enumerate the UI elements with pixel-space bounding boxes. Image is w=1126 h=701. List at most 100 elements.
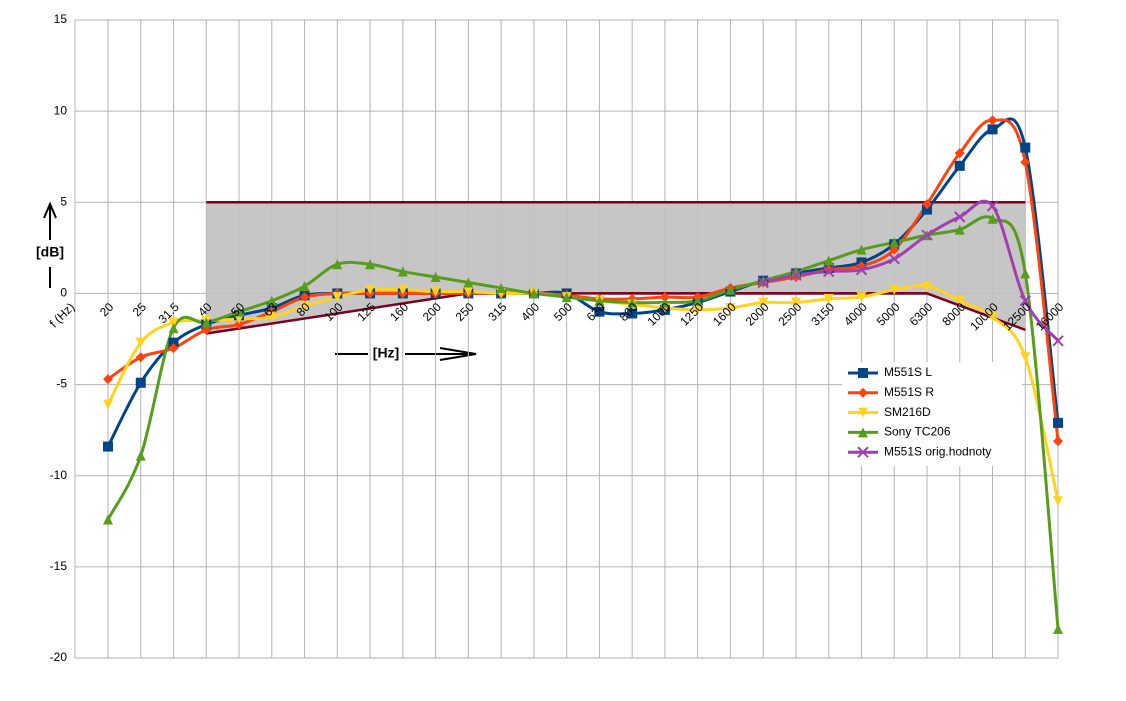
y-tick-label: -10 bbox=[50, 468, 68, 482]
marker bbox=[299, 301, 310, 312]
marker bbox=[889, 237, 900, 248]
x-unit: [Hz] bbox=[373, 345, 399, 361]
marker bbox=[266, 312, 277, 323]
marker bbox=[922, 204, 932, 215]
x-axis-label: f (Hz) bbox=[47, 300, 78, 331]
marker bbox=[922, 199, 932, 210]
marker bbox=[430, 272, 441, 283]
marker bbox=[856, 244, 867, 255]
marker bbox=[858, 427, 868, 438]
y-arrow bbox=[43, 201, 57, 288]
marker bbox=[790, 297, 801, 308]
x-tick-label: 20 bbox=[97, 300, 117, 320]
marker bbox=[823, 264, 834, 275]
marker bbox=[627, 308, 638, 319]
marker bbox=[758, 297, 769, 308]
marker bbox=[168, 323, 179, 334]
marker bbox=[168, 317, 179, 328]
grid-layer bbox=[74, 19, 1059, 659]
marker bbox=[856, 292, 867, 303]
legend-label: M551S R bbox=[884, 385, 934, 399]
y-unit: [dB] bbox=[36, 244, 64, 260]
marker bbox=[987, 312, 998, 323]
x-tick-label: 6300 bbox=[907, 300, 936, 329]
marker bbox=[1053, 417, 1064, 428]
y-tick-label: -15 bbox=[50, 559, 68, 573]
x-arrow bbox=[335, 347, 477, 361]
marker bbox=[954, 224, 965, 235]
x-tick-label: 5000 bbox=[874, 300, 903, 329]
legend-label: M551S orig.hodnoty bbox=[884, 444, 991, 458]
marker bbox=[234, 319, 245, 330]
marker bbox=[135, 377, 146, 388]
marker bbox=[1020, 157, 1031, 168]
marks-layer bbox=[103, 115, 1064, 634]
marker bbox=[1020, 268, 1031, 279]
x-tick-label: 4000 bbox=[841, 300, 870, 329]
marker bbox=[594, 295, 605, 306]
marker bbox=[790, 269, 802, 281]
marker bbox=[954, 148, 965, 159]
marker bbox=[858, 407, 868, 418]
marker bbox=[1019, 295, 1031, 307]
marker bbox=[103, 374, 113, 385]
marker bbox=[888, 253, 900, 265]
marker bbox=[823, 265, 835, 278]
marker bbox=[266, 295, 277, 306]
tolerance-area bbox=[206, 202, 1026, 334]
x-tick-label: 250 bbox=[453, 300, 477, 324]
marker bbox=[594, 306, 605, 317]
marker bbox=[463, 286, 474, 297]
x-tick-label: 200 bbox=[420, 300, 444, 324]
marker bbox=[430, 286, 441, 297]
x-tick-label: 3150 bbox=[808, 300, 837, 329]
marker bbox=[201, 317, 212, 328]
x-tick-label: 25 bbox=[130, 300, 150, 320]
marker bbox=[986, 200, 999, 212]
marker bbox=[463, 277, 474, 288]
y-tick-label: 15 bbox=[54, 12, 68, 26]
marker bbox=[299, 292, 310, 303]
marker bbox=[987, 115, 998, 126]
y-tick-label: 5 bbox=[60, 194, 67, 208]
marker bbox=[954, 211, 966, 223]
x-tick-label: 500 bbox=[551, 300, 575, 324]
marker bbox=[1020, 142, 1031, 153]
marker bbox=[1052, 335, 1064, 347]
marker bbox=[659, 297, 670, 308]
marker bbox=[365, 259, 376, 270]
marker bbox=[692, 304, 703, 315]
marker bbox=[365, 284, 376, 295]
series-line bbox=[762, 199, 1060, 342]
marker bbox=[758, 275, 769, 286]
marker bbox=[692, 295, 703, 306]
marker bbox=[1020, 352, 1031, 363]
x-tick-label: 16000 bbox=[1033, 300, 1067, 334]
marker bbox=[103, 514, 113, 525]
y-tick-label: 10 bbox=[54, 103, 68, 117]
y-tick-label: -20 bbox=[50, 650, 68, 664]
marker bbox=[659, 292, 670, 303]
marker bbox=[168, 337, 179, 348]
marker bbox=[921, 229, 933, 241]
marker bbox=[332, 292, 343, 303]
marker bbox=[397, 284, 408, 295]
marker bbox=[858, 387, 868, 398]
marker bbox=[627, 297, 638, 308]
marker bbox=[757, 276, 769, 289]
marker bbox=[1053, 623, 1064, 634]
marker bbox=[103, 399, 113, 410]
marker bbox=[234, 306, 245, 317]
x-tick-label: 2500 bbox=[776, 300, 805, 329]
marker bbox=[857, 446, 869, 458]
marker bbox=[858, 368, 868, 378]
marker bbox=[987, 213, 998, 224]
marker bbox=[135, 352, 146, 363]
marker bbox=[725, 303, 736, 314]
marker bbox=[725, 284, 736, 295]
legend-label: M551S L bbox=[884, 365, 932, 379]
marker bbox=[135, 337, 146, 348]
marker bbox=[855, 264, 868, 276]
legend-label: SM216D bbox=[884, 405, 931, 419]
